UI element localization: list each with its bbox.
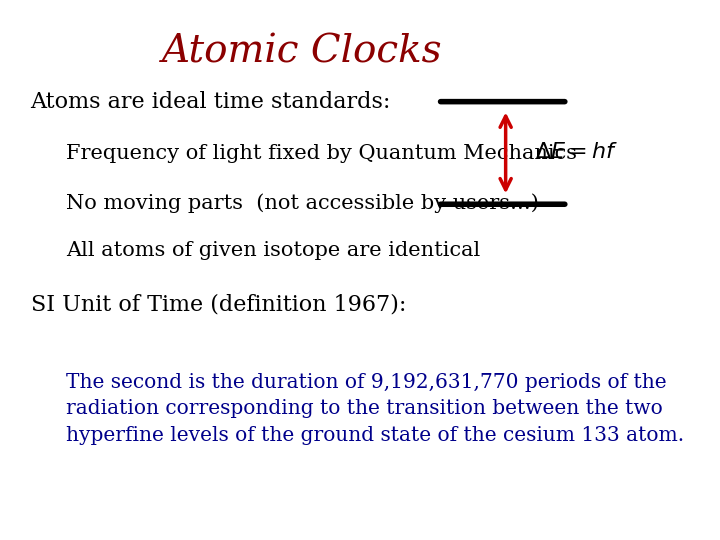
Text: Frequency of light fixed by Quantum Mechanics: Frequency of light fixed by Quantum Mech…: [66, 144, 577, 163]
Text: Atoms are ideal time standards:: Atoms are ideal time standards:: [30, 91, 391, 113]
Text: $\Delta E = hf$: $\Delta E = hf$: [535, 140, 618, 163]
Text: All atoms of given isotope are identical: All atoms of given isotope are identical: [66, 241, 480, 260]
Text: The second is the duration of 9,192,631,770 periods of the
radiation correspondi: The second is the duration of 9,192,631,…: [66, 373, 684, 444]
Text: SI Unit of Time (definition 1967):: SI Unit of Time (definition 1967):: [30, 294, 406, 316]
Text: COLLEGE: COLLEGE: [35, 514, 74, 523]
Text: Atomic Clocks: Atomic Clocks: [162, 33, 442, 70]
Text: No moving parts  (not accessible by users…): No moving parts (not accessible by users…: [66, 194, 539, 213]
Text: UNION: UNION: [35, 495, 75, 504]
